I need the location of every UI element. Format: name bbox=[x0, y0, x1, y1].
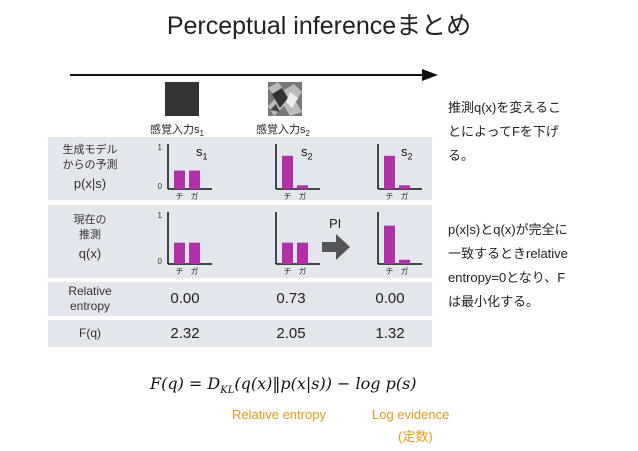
current-label: 現在の 推測 q(x) bbox=[73, 214, 107, 261]
p-chart-col2: チガ bbox=[275, 144, 320, 201]
s-label-col1: s1 bbox=[196, 144, 208, 162]
relative-entropy-value: 0.00 bbox=[170, 290, 200, 307]
log-evidence-annotation: Log evidence bbox=[372, 407, 450, 422]
bar bbox=[189, 170, 200, 189]
bar bbox=[282, 242, 293, 264]
relative-entropy-value: 0.00 bbox=[375, 290, 405, 307]
x-tick-label: ガ bbox=[401, 266, 409, 276]
time-arrow-icon bbox=[70, 69, 438, 81]
stimulus-label-2: 感覚入力s2 bbox=[256, 124, 310, 139]
bar bbox=[174, 170, 185, 189]
p-chart-col3: チガ bbox=[377, 144, 422, 201]
bar bbox=[297, 185, 308, 189]
stimulus-image-1 bbox=[165, 82, 199, 116]
generative-row bbox=[48, 137, 432, 200]
q-chart-col1: 1 0 チガ bbox=[158, 211, 212, 276]
p-chart-col1: 1 0 チガ bbox=[158, 143, 212, 201]
y-tick-min: 0 bbox=[158, 257, 163, 266]
x-tick-label: ガ bbox=[299, 266, 307, 276]
relative-entropy-annotation: Relative entropy bbox=[232, 407, 326, 422]
current-row bbox=[48, 205, 432, 278]
bar bbox=[282, 155, 293, 189]
x-tick-label: チ bbox=[386, 192, 394, 201]
fq-value: 1.32 bbox=[375, 325, 405, 342]
free-energy-formula: F(q) = DKL(q(x)‖p(x|s)) − log p(s) bbox=[150, 374, 417, 397]
x-tick-label: チ bbox=[176, 192, 184, 201]
pi-arrow-icon bbox=[322, 234, 350, 260]
x-tick-label: チ bbox=[284, 267, 292, 276]
fq-value: 2.05 bbox=[276, 325, 306, 342]
bar bbox=[399, 185, 410, 189]
x-tick-label: ガ bbox=[401, 191, 409, 201]
s-label-col3: s2 bbox=[401, 144, 413, 162]
stimulus-label-1: 感覚入力s1 bbox=[150, 124, 204, 139]
x-tick-label: チ bbox=[176, 267, 184, 276]
page-title: Perceptual inferenceまとめ bbox=[166, 12, 472, 40]
x-tick-label: チ bbox=[284, 192, 292, 201]
bar bbox=[174, 242, 185, 264]
s-label-col2: s2 bbox=[301, 144, 313, 162]
q-chart-col2: チガ bbox=[275, 212, 320, 276]
y-tick-max: 1 bbox=[158, 211, 163, 220]
bar bbox=[189, 242, 200, 264]
x-tick-label: ガ bbox=[191, 266, 199, 276]
side-note-1: 推測q(x)を変えるこ とによってFを下げ る。 bbox=[448, 100, 561, 163]
x-tick-label: ガ bbox=[191, 191, 199, 201]
fq-row bbox=[48, 320, 432, 347]
fq-value: 2.32 bbox=[170, 325, 200, 342]
bar bbox=[399, 259, 410, 264]
relative-entropy-row bbox=[48, 282, 432, 316]
bar bbox=[297, 242, 308, 264]
bar bbox=[384, 225, 395, 264]
pi-label: PI bbox=[329, 216, 342, 231]
relative-entropy-value: 0.73 bbox=[276, 290, 306, 307]
q-chart-col3: チガ bbox=[377, 212, 422, 276]
relative-entropy-label: Relative entropy bbox=[68, 284, 112, 313]
fq-label: F(q) bbox=[79, 326, 101, 340]
generative-label: 生成モデル からの予測 p(x|s) bbox=[62, 144, 118, 191]
stimulus-image-2 bbox=[268, 82, 302, 116]
side-note-2: p(x|s)とq(x)が完全に 一致するときrelative entropy=0… bbox=[448, 222, 568, 309]
y-tick-min: 0 bbox=[158, 182, 163, 191]
constant-annotation: (定数) bbox=[398, 429, 433, 444]
bar bbox=[384, 155, 395, 189]
x-tick-label: ガ bbox=[299, 191, 307, 201]
y-tick-max: 1 bbox=[158, 143, 163, 152]
x-tick-label: チ bbox=[386, 267, 394, 276]
